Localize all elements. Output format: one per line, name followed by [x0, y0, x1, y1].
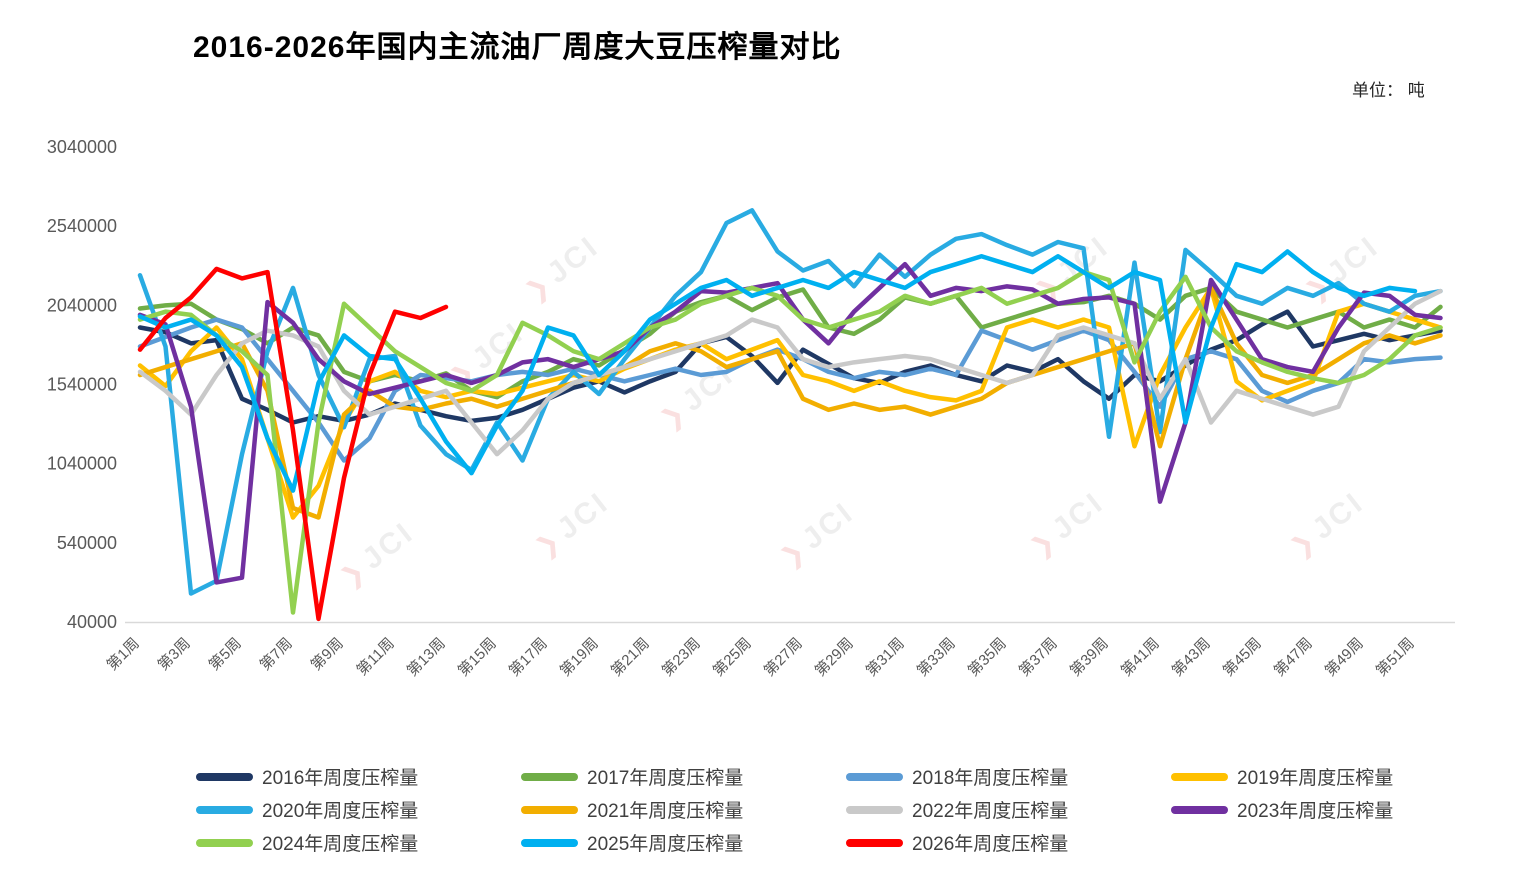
x-axis-tick-label: 第19周: [556, 634, 602, 680]
legend-swatch: [521, 772, 578, 781]
legend-item-2021年: 2021年周度压榨量: [521, 793, 846, 826]
legend-item-2024年: 2024年周度压榨量: [196, 826, 521, 859]
legend-label: 2016年周度压榨量: [262, 768, 419, 789]
x-axis-tick-label: 第35周: [964, 634, 1010, 680]
x-axis-tick-label: 第29周: [811, 634, 857, 680]
legend-label: 2020年周度压榨量: [262, 801, 419, 822]
legend-label: 2019年周度压榨量: [1237, 768, 1394, 789]
legend-swatch: [521, 805, 578, 814]
legend-swatch: [846, 805, 903, 814]
legend-label: 2017年周度压榨量: [587, 768, 744, 789]
legend-label: 2021年周度压榨量: [587, 801, 744, 822]
x-axis-tick-label: 第43周: [1168, 634, 1214, 680]
chart-legend: 2016年周度压榨量 2017年周度压榨量 2018年周度压榨量 2019年周度压榨量…: [196, 760, 1506, 859]
line-chart: 40000 540000 1040000 1540000 2040000 2540000 3…: [47, 137, 1455, 680]
legend-item-2016年: 2016年周度压榨量: [196, 760, 521, 793]
x-axis-tick-label: 第27周: [760, 634, 806, 680]
y-axis-tick-label: 3040000: [47, 137, 117, 157]
x-axis-tick-label: 第23周: [658, 634, 704, 680]
x-axis-tick-label: 第15周: [454, 634, 500, 680]
x-axis-tick-label: 第3周: [154, 634, 194, 674]
x-axis-tick-label: 第13周: [403, 634, 449, 680]
x-axis-tick-label: 第47周: [1270, 634, 1316, 680]
legend-swatch: [196, 838, 253, 847]
series-line-2026年: [137, 266, 449, 622]
legend-swatch: [196, 772, 253, 781]
y-axis-tick-label: 40000: [67, 612, 117, 632]
x-axis-tick-label: 第33周: [913, 634, 959, 680]
series-line-2021年: [137, 285, 1443, 520]
x-axis-tick-label: 第49周: [1321, 634, 1367, 680]
unit-label: 单位： 吨: [1352, 81, 1425, 100]
legend-swatch: [1171, 805, 1228, 814]
x-axis-tick-label: 第25周: [709, 634, 755, 680]
legend-swatch: [1171, 772, 1228, 781]
series-line-2025年: [137, 249, 1418, 493]
series-line-2020年: [137, 208, 1443, 596]
legend-label: 2026年周度压榨量: [912, 834, 1069, 855]
x-axis-tick-label: 第11周: [353, 634, 398, 679]
y-axis-tick-label: 540000: [57, 533, 117, 553]
legend-item-2026年: 2026年周度压榨量: [846, 826, 1171, 859]
legend-item-2025年: 2025年周度压榨量: [521, 826, 846, 859]
legend-item-2022年: 2022年周度压榨量: [846, 793, 1171, 826]
legend-item-2023年: 2023年周度压榨量: [1171, 793, 1496, 826]
chart-title: 2016-2026年国内主流油厂周度大豆压榨量对比: [193, 31, 842, 64]
y-axis-tick-label: 1540000: [47, 375, 117, 395]
x-axis-tick-label: 第5周: [205, 634, 245, 674]
x-axis-tick-label: 第17周: [505, 634, 551, 680]
x-axis-tick-label: 第1周: [103, 634, 143, 674]
y-axis-tick-label: 1040000: [47, 454, 117, 474]
legend-label: 2018年周度压榨量: [912, 768, 1069, 789]
y-axis-tick-label: 2040000: [47, 295, 117, 315]
x-axis-tick-label: 第9周: [307, 634, 347, 674]
x-axis-tick-label: 第37周: [1015, 634, 1061, 680]
series-line-2019年: [137, 285, 1443, 520]
legend-swatch: [846, 838, 903, 847]
series-line-2024年: [137, 269, 1443, 615]
x-axis-tick-label: 第45周: [1219, 634, 1265, 680]
x-axis-tick-label: 第31周: [862, 634, 908, 680]
legend-swatch: [196, 805, 253, 814]
legend-swatch: [846, 772, 903, 781]
legend-label: 2025年周度压榨量: [587, 834, 744, 855]
x-axis-tick-label: 第41周: [1117, 634, 1163, 680]
legend-item-2019年: 2019年周度压榨量: [1171, 760, 1496, 793]
legend-item-2020年: 2020年周度压榨量: [196, 793, 521, 826]
legend-label: 2022年周度压榨量: [912, 801, 1069, 822]
x-axis-tick-label: 第7周: [256, 634, 296, 674]
legend-item-2017年: 2017年周度压榨量: [521, 760, 846, 793]
legend-item-2018年: 2018年周度压榨量: [846, 760, 1171, 793]
series-line-2022年: [137, 288, 1443, 457]
y-axis-tick-label: 2540000: [47, 216, 117, 236]
legend-label: 2024年周度压榨量: [262, 834, 419, 855]
legend-swatch: [521, 838, 578, 847]
legend-label: 2023年周度压榨量: [1237, 801, 1394, 822]
x-axis-tick-label: 第21周: [607, 634, 653, 680]
x-axis-tick-label: 第39周: [1066, 634, 1112, 680]
x-axis-tick-label: 第51周: [1372, 634, 1418, 680]
